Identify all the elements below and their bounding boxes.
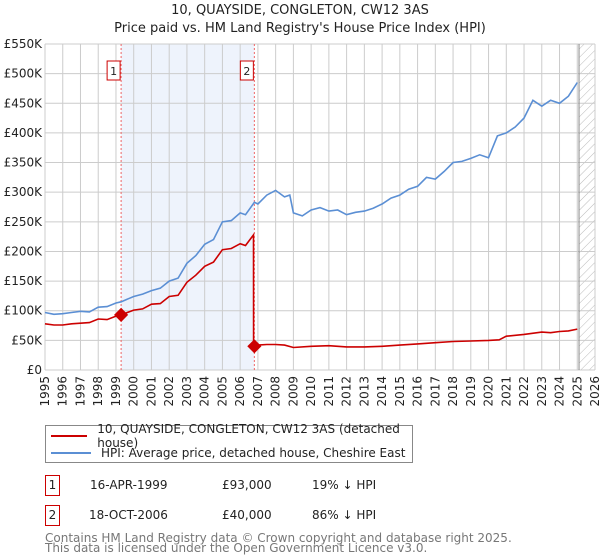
legend-swatch-blue (51, 452, 91, 454)
sale-point (114, 307, 129, 322)
x-tick-label: 2004 (198, 376, 212, 407)
x-tick-label: 2009 (286, 376, 300, 407)
x-tick-label: 2002 (162, 376, 176, 407)
x-tick-label: 2008 (269, 376, 283, 407)
x-tick-label: 1996 (56, 376, 70, 407)
x-tick-label: 1995 (38, 376, 52, 407)
x-tick-label: 2017 (428, 376, 442, 407)
sale-label-number: 1 (110, 65, 117, 78)
x-tick-label: 2000 (127, 376, 141, 407)
x-tick-label: 2025 (570, 376, 584, 407)
legend-label: HPI: Average price, detached house, Ches… (101, 446, 406, 460)
y-tick-label: £250K (4, 215, 44, 229)
chart-subtitle: Price paid vs. HM Land Registry's House … (114, 21, 486, 36)
x-tick-label: 2023 (535, 376, 549, 407)
y-tick-label: £450K (4, 96, 44, 110)
sale-point (247, 339, 262, 354)
footer-copyright: Contains HM Land Registry data © Crown c… (45, 531, 512, 545)
x-tick-label: 2012 (340, 376, 354, 407)
x-tick-label: 2014 (375, 376, 389, 407)
transaction-row: 2 18-OCT-2006 £40,000 86% ↓ HPI (45, 505, 445, 526)
x-tick-label: 2013 (357, 376, 371, 407)
transaction-price: £40,000 (222, 508, 272, 522)
y-tick-label: £350K (4, 156, 44, 170)
x-tick-label: 2007 (251, 376, 265, 407)
transaction-row: 1 16-APR-1999 £93,000 19% ↓ HPI (45, 475, 445, 496)
x-tick-label: 2020 (482, 376, 496, 407)
y-tick-label: £150K (4, 274, 44, 288)
shaded-ownership-span (121, 44, 255, 370)
transaction-number: 1 (45, 475, 60, 496)
x-tick-label: 2018 (446, 376, 460, 407)
y-tick-label: £300K (4, 185, 44, 199)
transaction-hpi-diff: 86% ↓ HPI (312, 508, 377, 522)
legend: 10, QUAYSIDE, CONGLETON, CW12 3AS (detac… (45, 422, 413, 463)
x-tick-label: 2001 (144, 376, 158, 407)
x-tick-label: 2024 (553, 376, 567, 407)
x-tick-label: 2010 (304, 376, 318, 407)
x-tick-label: 2003 (180, 376, 194, 407)
x-tick-label: 2015 (393, 376, 407, 407)
x-tick-label: 1998 (91, 376, 105, 407)
x-tick-label: 2011 (322, 376, 336, 407)
sale-label-box (106, 60, 121, 81)
x-tick-label: 2022 (517, 376, 531, 407)
x-tick-label: 2005 (215, 376, 229, 407)
hatched-forecast-region (579, 44, 595, 370)
y-tick-label: £200K (4, 244, 44, 258)
footer-licence: This data is licensed under the Open Gov… (45, 541, 428, 555)
x-tick-label: 2026 (588, 376, 600, 407)
x-tick-label: 2016 (411, 376, 425, 407)
y-tick-label: £50K (11, 333, 43, 347)
y-tick-label: £550K (4, 37, 44, 51)
x-tick-label: 1999 (109, 376, 123, 407)
legend-label: 10, QUAYSIDE, CONGLETON, CW12 3AS (detac… (97, 422, 400, 450)
sale-label-number: 2 (243, 65, 250, 78)
sale-label-box (239, 60, 254, 81)
transaction-number: 2 (45, 505, 60, 526)
transaction-hpi-diff: 19% ↓ HPI (312, 478, 377, 492)
y-tick-label: £100K (4, 304, 44, 318)
x-tick-label: 2006 (233, 376, 247, 407)
transaction-date: 18-OCT-2006 (89, 508, 168, 522)
x-tick-label: 2019 (464, 376, 478, 407)
transaction-price: £93,000 (222, 478, 272, 492)
transaction-date: 16-APR-1999 (90, 478, 168, 492)
chart-title: 10, QUAYSIDE, CONGLETON, CW12 3AS (171, 3, 429, 18)
y-tick-label: £0 (27, 363, 42, 377)
hpi-line (44, 82, 578, 316)
legend-item-hpi: HPI: Average price, detached house, Ches… (51, 445, 405, 461)
y-tick-label: £400K (4, 126, 44, 140)
legend-item-property: 10, QUAYSIDE, CONGLETON, CW12 3AS (detac… (51, 422, 412, 450)
x-tick-label: 1997 (73, 376, 87, 407)
x-tick-label: 2021 (499, 376, 513, 407)
y-tick-label: £500K (4, 67, 44, 81)
legend-swatch-red (51, 435, 88, 437)
